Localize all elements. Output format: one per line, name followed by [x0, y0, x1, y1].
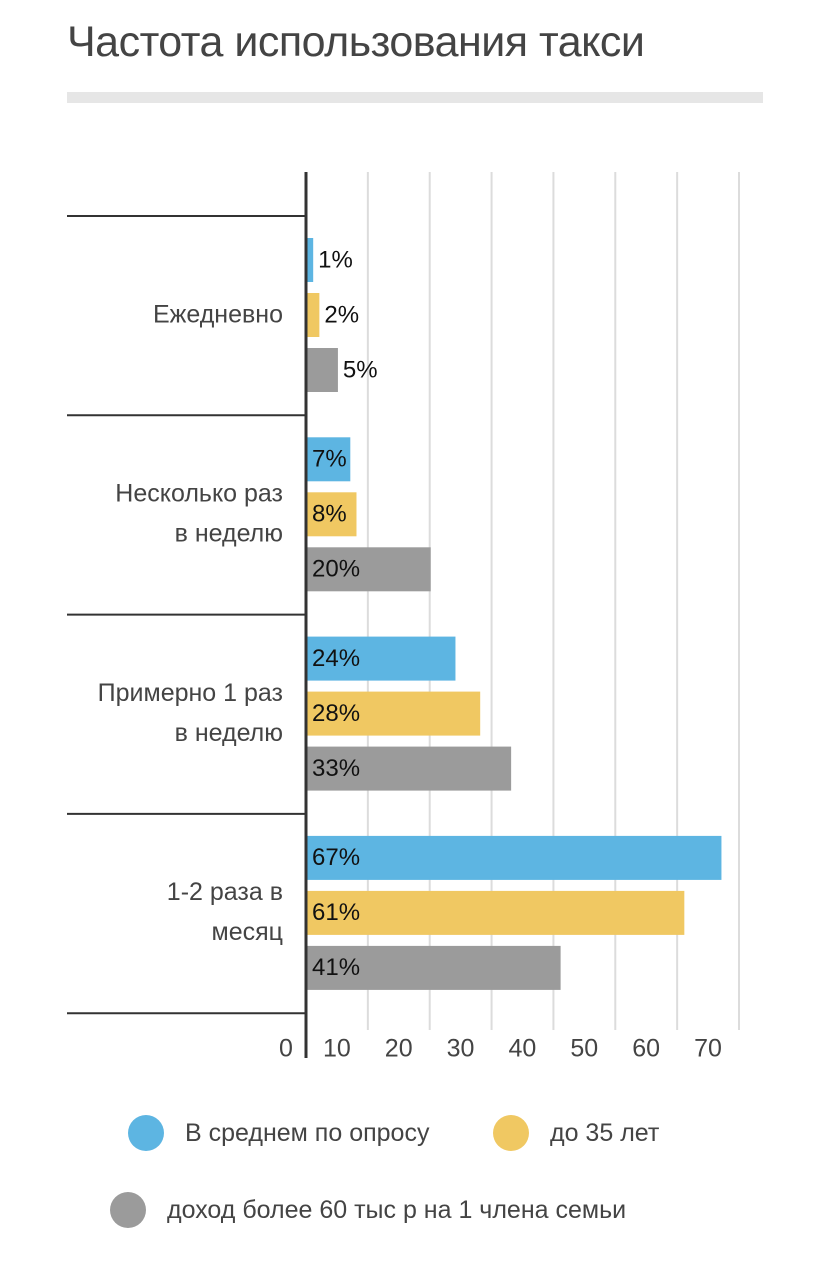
bar	[307, 746, 512, 791]
bar	[307, 691, 481, 736]
legend-item-under-35: до 35 лет	[493, 1115, 659, 1151]
category-label: Ежедневно	[153, 300, 283, 328]
bar-value-label: 5%	[343, 356, 378, 383]
category-label: Примерно 1 раз	[98, 679, 283, 707]
bar-value-label: 41%	[312, 954, 360, 981]
legend-label-average: В среднем по опросу	[185, 1118, 430, 1147]
legend-label-high-income: доход более 60 тыс р на 1 члена семьи	[167, 1195, 627, 1224]
bar-value-label: 1%	[318, 246, 353, 273]
legend-item-high-income: доход более 60 тыс р на 1 члена семьи	[110, 1192, 626, 1228]
legend-label-under-35: до 35 лет	[550, 1118, 660, 1147]
bar	[307, 835, 722, 880]
bar	[307, 238, 314, 282]
bar-value-label: 33%	[312, 755, 360, 782]
bar-value-label: 24%	[312, 645, 360, 672]
category-label: месяц	[212, 918, 283, 946]
bar	[307, 293, 320, 337]
category-label: в неделю	[175, 520, 283, 548]
bar	[307, 348, 338, 392]
x-tick-label-60: 60	[632, 1035, 660, 1063]
x-tick-label-10: 10	[323, 1035, 351, 1063]
bar-value-label: 7%	[312, 446, 347, 473]
bar	[307, 890, 685, 935]
x-tick-label-0: 0	[279, 1035, 293, 1063]
x-tick-label-70: 70	[694, 1035, 722, 1063]
x-tick-label-20: 20	[385, 1035, 413, 1063]
x-tick-label-30: 30	[447, 1035, 475, 1063]
x-tick-label-50: 50	[570, 1035, 598, 1063]
bar-value-label: 28%	[312, 700, 360, 727]
legend-swatch-high-income	[110, 1192, 146, 1228]
title-divider	[67, 92, 763, 103]
category-label: 1-2 раза в	[167, 878, 283, 906]
legend-item-average: В среднем по опросу	[128, 1115, 429, 1151]
bar	[307, 437, 351, 482]
category-label: Несколько раз	[115, 480, 283, 508]
legend-swatch-average	[128, 1115, 164, 1151]
legend-swatch-under-35	[493, 1115, 529, 1151]
x-tick-label-40: 40	[509, 1035, 537, 1063]
bar-value-label: 20%	[312, 556, 360, 583]
bar-value-label: 2%	[324, 301, 359, 328]
bar	[307, 636, 456, 681]
chart-title: Частота использования такси	[67, 18, 645, 66]
bar-value-label: 61%	[312, 899, 360, 926]
bar	[307, 945, 561, 990]
bar	[307, 492, 357, 537]
bar	[307, 547, 431, 592]
bar-chart: 0 10 20 30 40 50 60 70 Ежедневно Несколько раз в н…	[67, 172, 740, 1063]
bar-value-label: 8%	[312, 501, 347, 528]
bar-value-label: 67%	[312, 844, 360, 871]
category-label: в неделю	[175, 719, 283, 747]
